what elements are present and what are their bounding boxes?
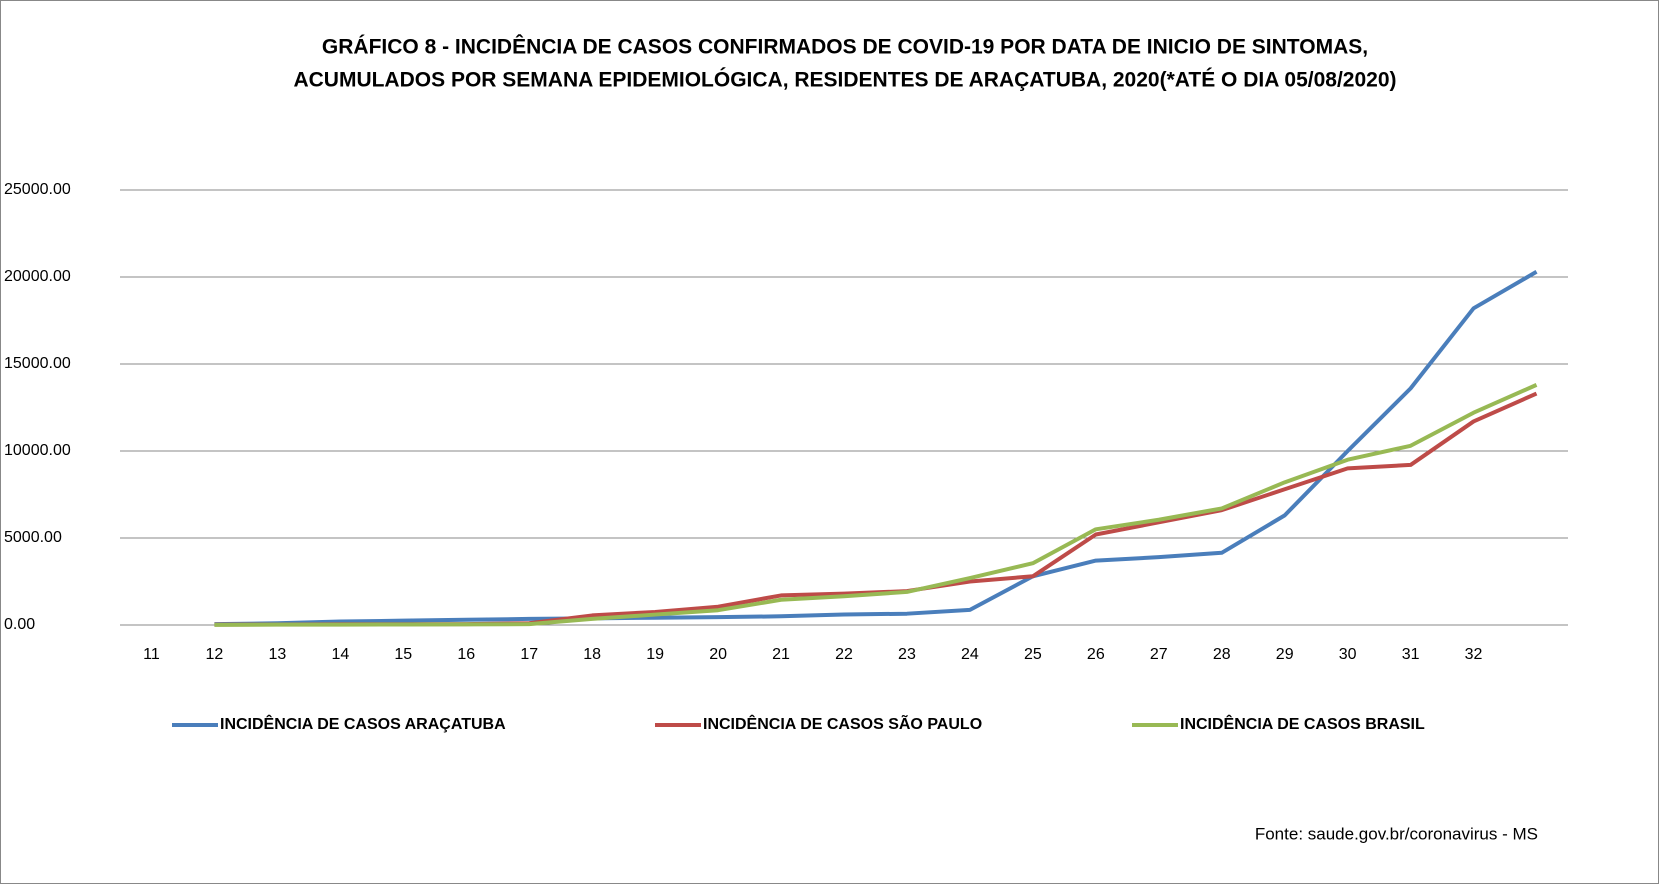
x-tick-label: 22 <box>835 646 853 663</box>
x-tick-label: 14 <box>331 646 349 663</box>
legend-label: INCIDÊNCIA DE CASOS ARAÇATUBA <box>220 714 506 733</box>
y-tick-label: 25000.00 <box>4 181 71 198</box>
series-line <box>214 383 1538 627</box>
y-tick-label: 5000.00 <box>4 529 62 546</box>
x-tick-label: 12 <box>206 646 224 663</box>
x-tick-label: 16 <box>457 646 475 663</box>
x-tick-label: 13 <box>268 646 286 663</box>
x-tick-label: 27 <box>1150 646 1168 663</box>
y-tick-label: 10000.00 <box>4 442 71 459</box>
x-tick-label: 31 <box>1402 646 1420 663</box>
x-tick-label: 30 <box>1339 646 1357 663</box>
y-tick-label: 15000.00 <box>4 355 71 372</box>
x-tick-label: 26 <box>1087 646 1105 663</box>
y-tick-label: 0.00 <box>4 616 35 633</box>
x-tick-label: 11 <box>143 646 160 663</box>
x-tick-label: 18 <box>583 646 601 663</box>
chart-title: ACUMULADOS POR SEMANA EPIDEMIOLÓGICA, RE… <box>293 68 1396 92</box>
x-tick-label: 29 <box>1276 646 1294 663</box>
series-line <box>214 270 1538 627</box>
x-tick-label: 28 <box>1213 646 1231 663</box>
x-tick-label: 17 <box>520 646 538 663</box>
x-tick-label: 23 <box>898 646 916 663</box>
x-tick-label: 20 <box>709 646 727 663</box>
x-tick-label: 15 <box>394 646 412 663</box>
legend-label: INCIDÊNCIA DE CASOS SÃO PAULO <box>703 713 982 733</box>
x-tick-label: 21 <box>772 646 790 663</box>
y-tick-label: 20000.00 <box>4 268 71 285</box>
x-tick-label: 24 <box>961 646 979 663</box>
x-tick-label: 32 <box>1465 646 1483 663</box>
chart-title: GRÁFICO 8 - INCIDÊNCIA DE CASOS CONFIRMA… <box>322 35 1368 59</box>
legend-label: INCIDÊNCIA DE CASOS BRASIL <box>1180 714 1425 733</box>
x-tick-label: 25 <box>1024 646 1042 663</box>
x-tick-label: 19 <box>646 646 664 663</box>
source-note: Fonte: saude.gov.br/coronavirus - MS <box>1255 824 1538 843</box>
